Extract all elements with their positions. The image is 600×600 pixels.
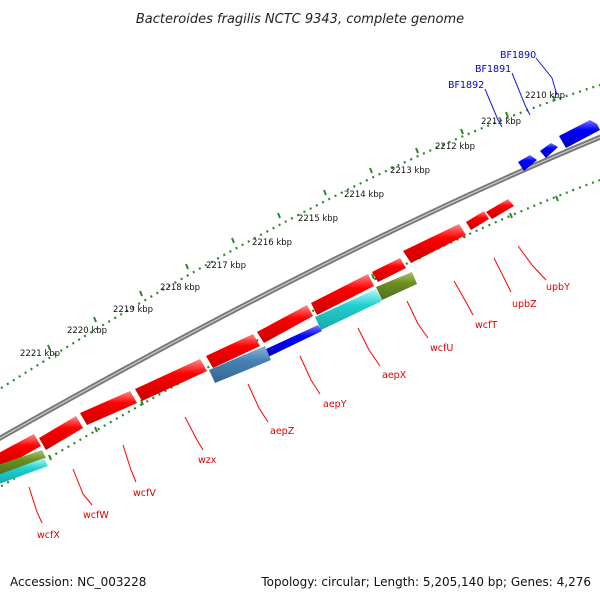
gene-wcfV[interactable] — [80, 391, 137, 425]
gene-bf1890[interactable] — [559, 120, 600, 148]
topology-text: Topology: circular; Length: 5,205,140 bp… — [260, 575, 591, 589]
gene-olive-left[interactable] — [0, 450, 46, 475]
forward-strand-genes — [518, 120, 600, 171]
gene-wcfX[interactable] — [0, 434, 41, 468]
tick-label: 2212 kbp — [435, 142, 475, 152]
gene-aepY[interactable] — [257, 305, 313, 343]
gene-wcfW[interactable] — [39, 416, 83, 450]
leader-line — [184, 416, 204, 451]
tick-label: 2215 kbp — [298, 214, 338, 224]
leader-line — [406, 300, 429, 339]
gene-upbZ[interactable] — [466, 211, 489, 230]
gene-label: upbZ — [512, 299, 537, 310]
leader-line — [357, 327, 381, 367]
leader-line — [484, 88, 503, 128]
gene-label: BF1892 — [448, 80, 484, 91]
gene-label: wzx — [198, 455, 217, 466]
gene-cyan-block[interactable] — [315, 289, 382, 330]
tick-label: 2211 kbp — [481, 117, 521, 127]
leader-line — [247, 383, 269, 423]
scale-labels: 2210 kbp 2211 kbp 2212 kbp 2213 kbp 2214… — [20, 91, 565, 359]
leader-line — [122, 444, 137, 483]
map-title: Bacteroides fragilis NCTC 9343, complete… — [136, 12, 464, 27]
tick-mark — [231, 237, 235, 244]
tick-mark — [509, 212, 513, 219]
gene-wzx[interactable] — [135, 359, 207, 401]
tick-mark — [277, 212, 281, 219]
tick-mark — [505, 111, 509, 118]
tick-mark — [369, 167, 373, 174]
tick-mark — [48, 454, 52, 461]
tick-label: 2217 kbp — [206, 261, 246, 271]
tick-mark — [415, 147, 419, 154]
gene-label: BF1891 — [475, 64, 511, 75]
tick-label: 2214 kbp — [344, 190, 384, 200]
leader-line — [535, 57, 558, 96]
top-leader-lines — [484, 57, 558, 128]
reverse-strand-genes — [0, 199, 514, 468]
bottom-leader-lines — [28, 245, 547, 524]
genome-backbone — [0, 134, 600, 442]
inner-track-genes — [0, 272, 417, 484]
gene-steel-block[interactable] — [209, 346, 271, 383]
tick-mark — [93, 316, 97, 323]
gene-bf1892[interactable] — [518, 155, 537, 171]
tick-mark — [185, 263, 189, 270]
leader-line — [453, 280, 474, 316]
gene-label: aepX — [382, 370, 407, 381]
gene-label: wcfX — [37, 530, 60, 541]
leader-line — [493, 257, 512, 293]
gene-label: aepZ — [270, 426, 295, 437]
tick-mark — [94, 426, 98, 433]
gene-label: wcfU — [430, 343, 453, 354]
gene-aepX[interactable] — [311, 274, 374, 315]
tick-label: 2221 kbp — [20, 349, 60, 359]
tick-label: 2216 kbp — [252, 238, 292, 248]
tick-label: 2218 kbp — [160, 283, 200, 293]
leader-line — [511, 72, 531, 116]
tick-label: 2213 kbp — [390, 166, 430, 176]
tick-label: 2210 kbp — [525, 91, 565, 101]
gene-label: wcfV — [133, 488, 156, 499]
gene-label: wcfT — [475, 320, 497, 331]
gene-aepZ[interactable] — [206, 334, 260, 368]
tick-mark — [139, 290, 143, 297]
leader-line — [517, 245, 547, 281]
gene-cyan-left[interactable] — [0, 458, 48, 484]
gene-label: upbY — [546, 282, 570, 293]
tick-mark — [460, 128, 464, 135]
tick-mark — [323, 189, 327, 196]
tick-mark — [371, 273, 375, 280]
gene-label: wcfW — [83, 510, 109, 521]
tick-mark — [140, 399, 144, 406]
leader-line — [28, 486, 43, 524]
genome-backbone-highlight — [0, 136, 600, 439]
reverse-gene-labels: upbY upbZ wcfT wcfU aepX aepY aepZ wzx w… — [37, 282, 570, 541]
tick-label: 2219 kbp — [113, 305, 153, 315]
gene-upbY[interactable] — [486, 199, 514, 219]
tick-mark — [47, 344, 51, 351]
gene-label: BF1890 — [500, 50, 536, 61]
tick-mark — [552, 95, 556, 102]
tick-label: 2220 kbp — [67, 326, 107, 336]
tick-mark — [555, 195, 559, 202]
gene-label: aepY — [323, 399, 347, 410]
leader-line — [72, 468, 93, 506]
accession-text: Accession: NC_003228 — [10, 575, 146, 589]
gene-wcfT[interactable] — [403, 224, 466, 263]
gene-wcfU[interactable] — [372, 258, 406, 282]
gene-olive-block[interactable] — [376, 272, 417, 300]
leader-line — [299, 355, 321, 395]
gene-bf1891[interactable] — [540, 143, 558, 158]
forward-gene-labels: BF1890 BF1891 BF1892 — [448, 50, 536, 91]
outer-scale-ring — [0, 83, 600, 391]
gene-blue-bar[interactable] — [264, 325, 322, 357]
outer-ring-major-ticks — [47, 95, 556, 351]
